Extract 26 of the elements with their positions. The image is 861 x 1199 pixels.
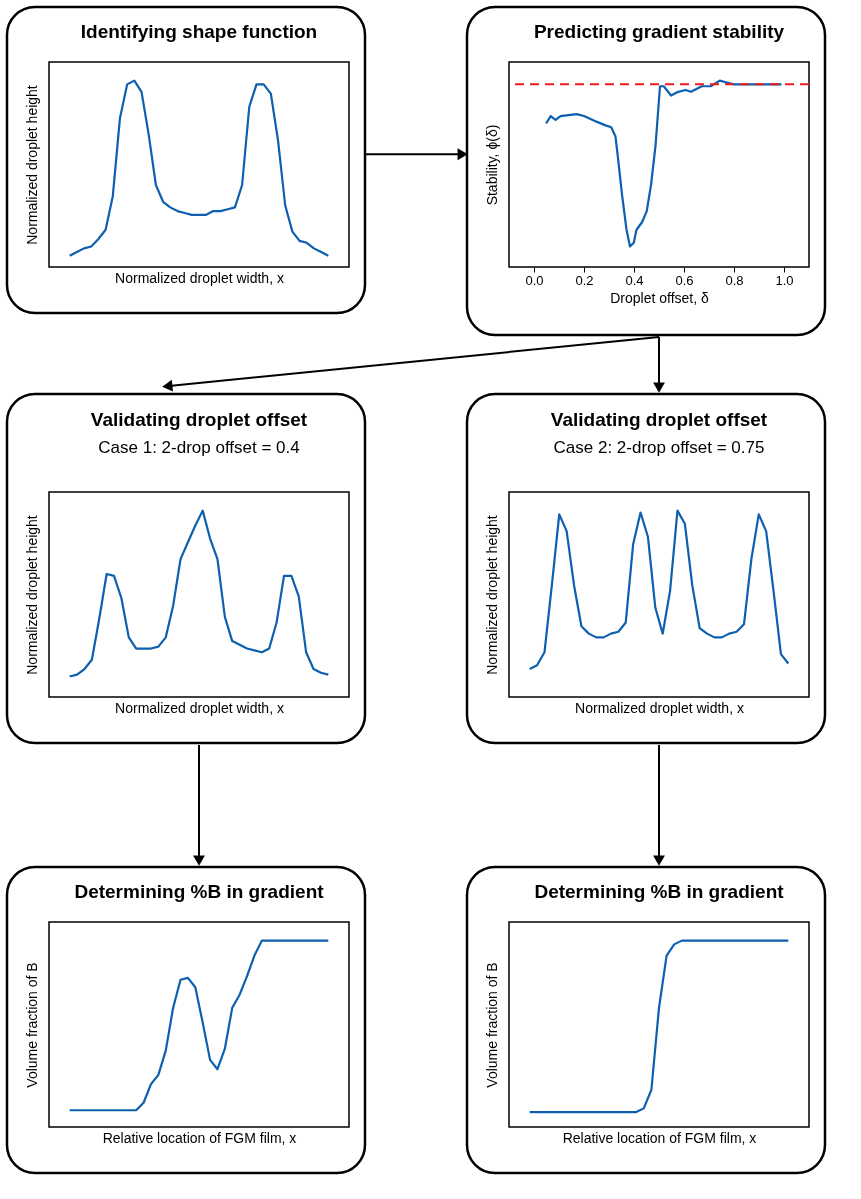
chart-title: Determining %B in gradient (534, 881, 785, 902)
x-tick-label: 1.0 (775, 272, 794, 288)
y-axis-title: Normalized droplet height (23, 85, 40, 245)
chart-title: Validating droplet offset (550, 409, 768, 430)
chart-title: Determining %B in gradient (74, 881, 325, 902)
x-tick-label: 0.0 (525, 272, 544, 288)
y-axis-title: Volume fraction of B (23, 962, 40, 1088)
chart-subtitle: Case 2: 2-drop offset = 0.75 (553, 438, 765, 457)
x-axis-title: Droplet offset, δ (610, 289, 709, 306)
y-axis-title: Stability, ϕ(δ) (483, 124, 500, 206)
chart-subtitle: Case 1: 2-drop offset = 0.4 (98, 438, 300, 457)
x-tick-label: 0.2 (575, 272, 594, 288)
x-tick-label: 0.8 (725, 272, 744, 288)
chart-title: Validating droplet offset (90, 409, 308, 430)
y-axis-title: Volume fraction of B (483, 962, 500, 1088)
x-tick-label: 0.4 (625, 272, 644, 288)
x-tick-label: 0.6 (675, 272, 694, 288)
x-axis-title: Normalized droplet width, x (115, 269, 284, 286)
chart-title: Identifying shape function (80, 21, 318, 42)
chart-title: Predicting gradient stability (533, 21, 785, 42)
x-axis-title: Relative location of FGM film, x (102, 1129, 297, 1146)
x-axis-title: Normalized droplet width, x (575, 699, 744, 716)
x-axis-title: Normalized droplet width, x (115, 699, 284, 716)
y-axis-title: Normalized droplet height (23, 515, 40, 675)
y-axis-title: Normalized droplet height (483, 515, 500, 675)
x-axis-title: Relative location of FGM film, x (562, 1129, 757, 1146)
